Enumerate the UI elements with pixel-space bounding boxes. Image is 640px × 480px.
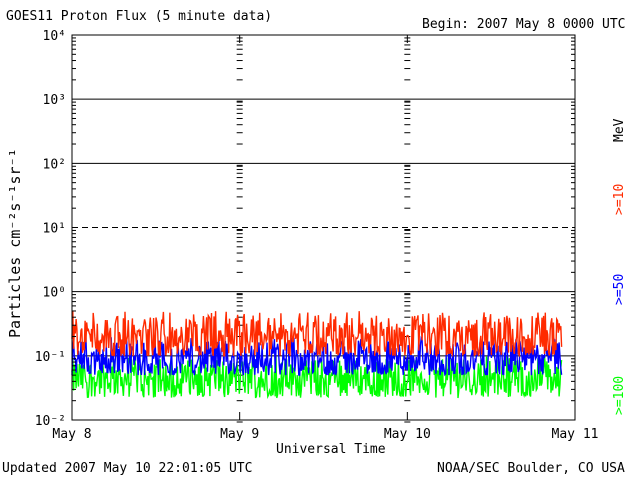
series-line-ge10: [71, 311, 563, 358]
y-tick-label-layer: 10⁻² 10⁻¹ 10⁰ 10¹ 10² 10³ 10⁴: [35, 29, 66, 429]
ytick-label: 10²: [43, 157, 66, 172]
xtick-label: May 11: [552, 427, 599, 442]
ytick-label: 10⁴: [43, 29, 66, 44]
x-tick-label-layer: May 8 May 9 May 10 May 11: [52, 427, 598, 442]
ytick-label: 10⁻²: [35, 414, 66, 429]
credit-text: NOAA/SEC Boulder, CO USA: [437, 461, 625, 476]
legend-ge50: >=50: [612, 273, 627, 305]
ytick-label: 10³: [43, 93, 66, 108]
legend-ge10: >=10: [612, 183, 627, 215]
begin-time: Begin: 2007 May 8 0000 UTC: [422, 17, 626, 32]
ytick-label: 10¹: [43, 222, 66, 237]
ytick-label: 10⁰: [43, 286, 66, 301]
xtick-label: May 8: [52, 427, 91, 442]
frame-layer: [71, 34, 576, 421]
x-axis-label: Universal Time: [276, 442, 386, 457]
xtick-label: May 9: [220, 427, 259, 442]
y-axis-label: Particles cm⁻²s⁻¹sr⁻¹: [6, 148, 24, 338]
series-line-ge100: [71, 354, 563, 400]
series-layer: [71, 311, 563, 400]
plot-frame: [71, 34, 576, 421]
legend-ge100: >=100: [612, 375, 627, 415]
xtick-label: May 10: [384, 427, 431, 442]
chart-title: GOES11 Proton Flux (5 minute data): [6, 9, 273, 24]
unit-label: MeV: [612, 118, 627, 142]
updated-timestamp: Updated 2007 May 10 22:01:05 UTC: [2, 461, 253, 476]
ytick-label: 10⁻¹: [35, 350, 66, 365]
